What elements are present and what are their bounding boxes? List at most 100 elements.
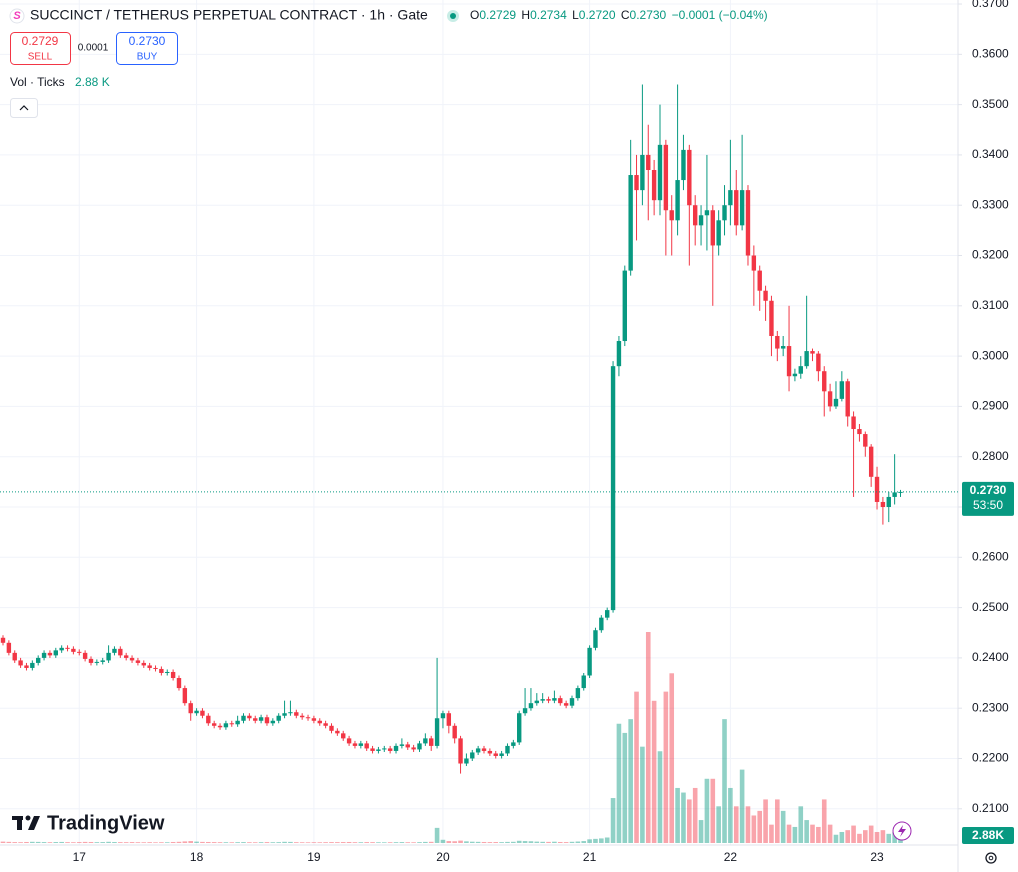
- buy-label[interactable]: BUY: [137, 52, 158, 63]
- candle-body: [329, 725, 334, 731]
- chart-title[interactable]: SUCCINCT / TETHERUS PERPETUAL CONTRACT ·…: [30, 7, 428, 23]
- volume-bar: [604, 837, 610, 843]
- volume-bar: [405, 842, 411, 843]
- candle-body: [563, 703, 569, 706]
- candle-body: [159, 668, 164, 673]
- volume-bar: [223, 842, 229, 843]
- volume-bar: [458, 840, 463, 843]
- volume-bar: [587, 839, 592, 843]
- volume-bar: [816, 826, 821, 843]
- volume-bar: [845, 830, 851, 843]
- volume-bar: [469, 841, 475, 843]
- volume-pane: [0, 632, 903, 843]
- volume-bar: [264, 842, 270, 843]
- volume-bar: [211, 842, 217, 843]
- candle-body: [558, 698, 563, 704]
- volume-bar: [59, 841, 64, 843]
- candle-body: [763, 290, 768, 301]
- volume-bar: [123, 842, 129, 843]
- volume-bar: [839, 831, 845, 843]
- price-axis: 0.2100 0.2200 0.2300 0.2400 0.2500 0.2600 0.27…: [958, 0, 1009, 815]
- ohlc-legend: O0.2729 H0.2734 L0.2720 C0.2730 −0.0001 …: [470, 8, 768, 22]
- candle-body: [0, 637, 6, 643]
- candle-body: [106, 652, 111, 661]
- volume-bar: [698, 820, 704, 843]
- candle-body: [716, 220, 721, 246]
- candle-body: [599, 617, 604, 631]
- logo-shape: [17, 816, 22, 830]
- volume-bar: [387, 842, 393, 843]
- buy-price[interactable]: 0.2730: [129, 34, 166, 48]
- candle-body: [188, 703, 193, 714]
- volume-bar: [270, 842, 276, 843]
- sell-price[interactable]: 0.2729: [22, 34, 59, 48]
- candle-body: [194, 710, 199, 714]
- candle-body: [657, 144, 663, 201]
- volume-bar: [200, 841, 205, 843]
- candle-body: [734, 190, 739, 226]
- candle-body: [147, 665, 152, 668]
- candle-body: [247, 715, 252, 719]
- candle-body: [863, 434, 868, 447]
- candle-body: [434, 718, 440, 746]
- candle-body: [12, 652, 17, 661]
- x-tick-label: 19: [307, 850, 321, 864]
- volume-bar: [170, 841, 176, 843]
- volume-bar: [176, 841, 182, 843]
- volume-bar: [247, 842, 252, 843]
- candle-body: [452, 725, 457, 739]
- volume-bar: [358, 842, 364, 843]
- candle-body: [112, 648, 117, 653]
- volume-bar: [616, 723, 622, 843]
- volume-bar: [475, 841, 481, 843]
- candle-body: [528, 703, 534, 709]
- volume-bar: [563, 842, 569, 843]
- status-dot: [450, 13, 456, 19]
- ohlc-key: H: [521, 8, 530, 22]
- symbol-icon: [9, 8, 25, 24]
- logo-shape: [25, 815, 31, 821]
- volume-bar: [499, 842, 504, 843]
- volume-bar: [464, 841, 469, 843]
- y-tick-label: 0.3300: [972, 197, 1009, 211]
- x-tick-label: 20: [436, 850, 450, 864]
- candle-body: [305, 717, 311, 719]
- volume-bar: [106, 841, 111, 843]
- candle-body: [200, 710, 205, 716]
- volume-bar: [182, 841, 188, 843]
- volume-bar: [704, 778, 710, 843]
- volume-bar: [651, 700, 657, 843]
- volume-bar: [804, 820, 809, 843]
- volume-bar: [851, 825, 856, 843]
- candle-body: [229, 723, 234, 725]
- volume-axis-label: 2.88K: [972, 828, 1004, 842]
- y-tick-label: 0.3600: [972, 46, 1009, 60]
- candle-body: [206, 715, 211, 724]
- volume-bar: [728, 787, 733, 843]
- candle-body: [364, 743, 369, 749]
- candle-body: [341, 733, 346, 739]
- candle-body: [129, 657, 135, 661]
- candle-body: [47, 652, 53, 656]
- sell-button[interactable]: [10, 32, 71, 65]
- collapse-button[interactable]: [10, 98, 38, 118]
- settings-button[interactable]: [985, 852, 997, 864]
- candle-body: [669, 210, 674, 221]
- candle-body: [622, 270, 627, 342]
- candle-body: [892, 492, 897, 497]
- volume-bar: [399, 842, 405, 843]
- candle-body: [769, 300, 774, 336]
- buy-button[interactable]: [116, 32, 178, 65]
- candle-body: [851, 416, 856, 430]
- candle-body: [170, 671, 176, 679]
- volume-bar: [892, 831, 897, 843]
- candle-body: [270, 720, 276, 724]
- volume-bar: [164, 842, 170, 843]
- candle-body: [405, 744, 410, 748]
- volume-bar: [393, 842, 399, 843]
- volume-bar: [493, 842, 499, 843]
- volume-bar: [645, 632, 651, 843]
- sell-label[interactable]: SELL: [28, 52, 53, 63]
- volume-bar: [821, 799, 827, 843]
